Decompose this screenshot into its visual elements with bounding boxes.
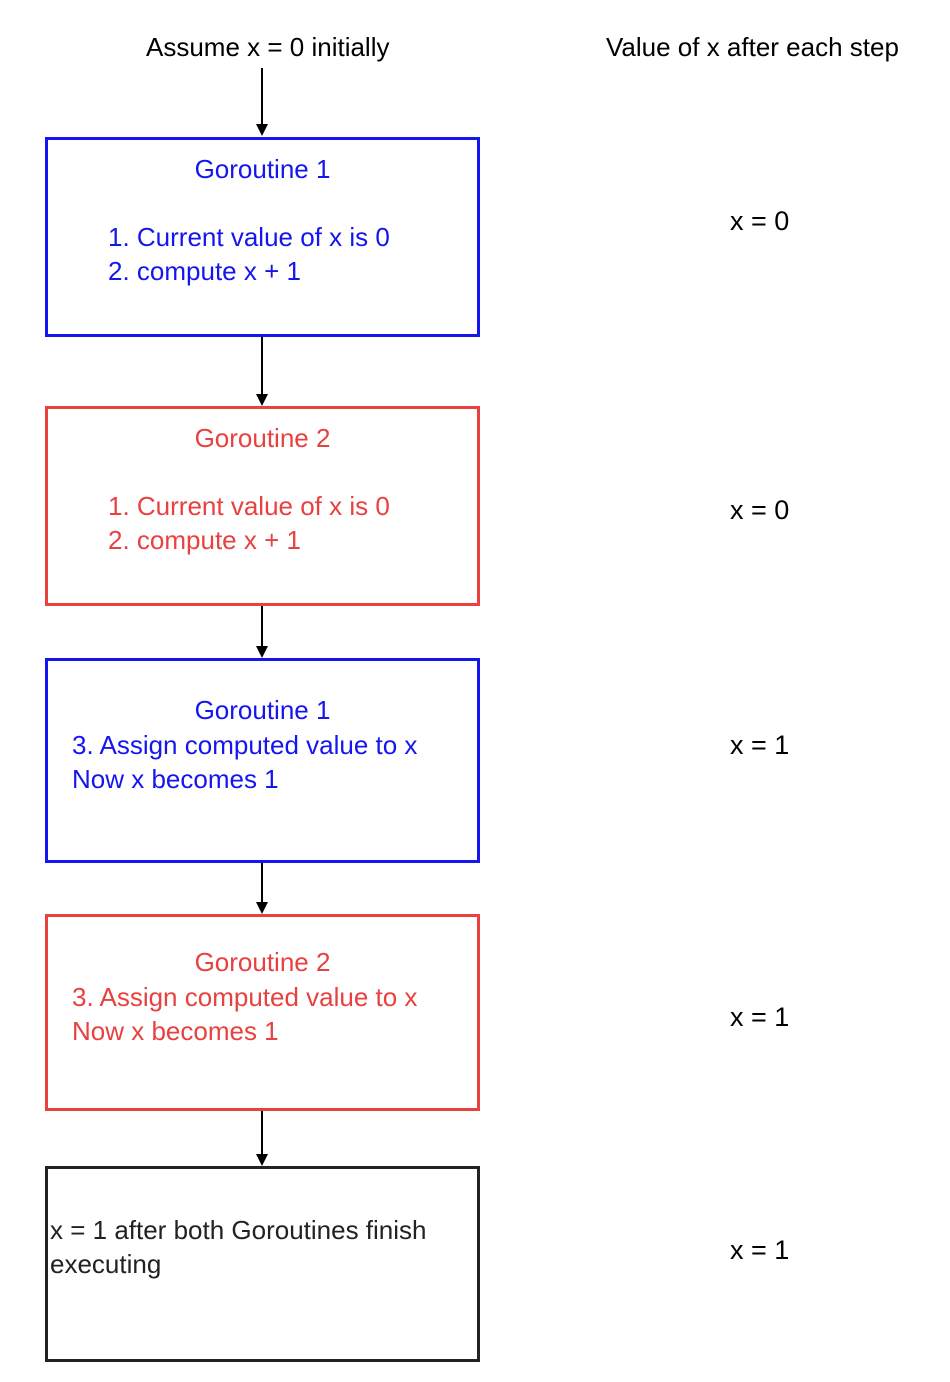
value-after-step-5: x = 1: [730, 1235, 790, 1265]
value-after-step-4: x = 1: [730, 1002, 790, 1032]
step-line: x = 1 after both Goroutines finish: [50, 1215, 427, 1245]
step-box-goroutine-2-read: Goroutine 2 1. Current value of x is 0 2…: [45, 406, 480, 606]
step-line: executing: [50, 1249, 162, 1279]
value-after-step-2: x = 0: [730, 495, 790, 525]
value-after-step-1: x = 0: [730, 206, 790, 236]
step-line: 2. compute x + 1: [108, 525, 301, 555]
step-line: 3. Assign computed value to x: [72, 982, 418, 1012]
value-after-step-3: x = 1: [730, 730, 790, 760]
arrowhead-2: [256, 394, 268, 406]
step-line: Now x becomes 1: [72, 1016, 279, 1046]
step-title: Goroutine 1: [194, 154, 331, 184]
arrowhead-1: [256, 124, 268, 136]
arrowhead-5: [256, 1154, 268, 1166]
arrowhead-3: [256, 646, 268, 658]
step-box-goroutine-2-assign: Goroutine 2 3. Assign computed value to …: [45, 914, 480, 1111]
step-line: 1. Current value of x is 0: [108, 222, 390, 252]
start-label: Assume x = 0 initially: [146, 32, 390, 62]
step-line: Now x becomes 1: [72, 764, 279, 794]
step-title: Goroutine 2: [194, 423, 331, 453]
value-column-header: Value of x after each step: [606, 32, 899, 62]
step-line: 2. compute x + 1: [108, 256, 301, 286]
step-box-goroutine-1-read: Goroutine 1 1. Current value of x is 0 2…: [45, 137, 480, 337]
step-box-goroutine-1-assign: Goroutine 1 3. Assign computed value to …: [45, 658, 480, 863]
arrowhead-4: [256, 902, 268, 914]
step-title: Goroutine 1: [194, 695, 331, 725]
step-title: Goroutine 2: [194, 947, 331, 977]
step-line: 1. Current value of x is 0: [108, 491, 390, 521]
step-box-final-result: x = 1 after both Goroutines finish execu…: [45, 1166, 480, 1362]
step-line: 3. Assign computed value to x: [72, 730, 418, 760]
